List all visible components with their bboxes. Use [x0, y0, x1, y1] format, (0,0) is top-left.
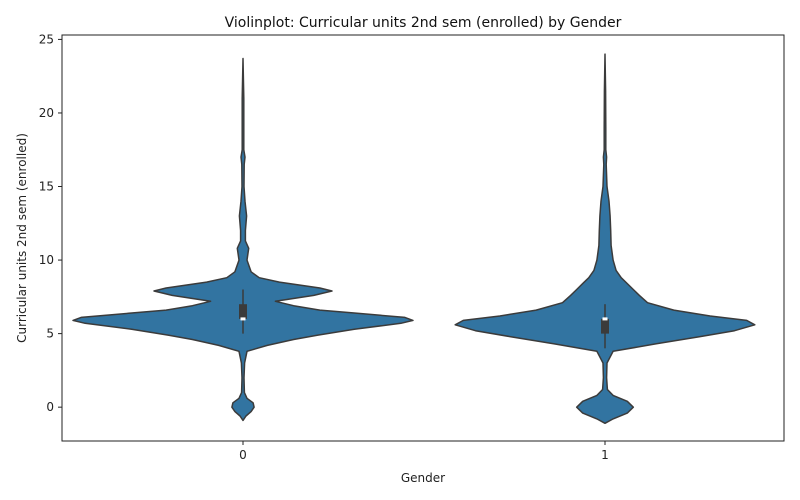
y-tick-label: 0: [46, 400, 54, 414]
chart-title: Violinplot: Curricular units 2nd sem (en…: [225, 15, 622, 31]
x-axis-label: Gender: [401, 471, 445, 485]
iqr-box-1: [601, 318, 609, 334]
y-tick-label: 20: [39, 106, 54, 120]
violin-0: [72, 57, 414, 422]
plot-frame: [61, 34, 785, 442]
y-axis: 0 5 10 15 20 25: [39, 32, 62, 414]
iqr-box-0: [239, 304, 247, 319]
y-tick-label: 5: [46, 327, 54, 341]
y-tick-label: 15: [39, 180, 54, 194]
x-tick-label: 0: [239, 448, 247, 462]
x-tick-label: 1: [601, 448, 609, 462]
median-marker-0: [240, 317, 246, 321]
y-tick-label: 25: [39, 32, 54, 46]
violin-1: [454, 53, 756, 425]
median-marker-1: [602, 317, 608, 321]
violins-group: [72, 53, 756, 425]
y-axis-label: Curricular units 2nd sem (enrolled): [15, 133, 29, 343]
y-tick-label: 10: [39, 253, 54, 267]
